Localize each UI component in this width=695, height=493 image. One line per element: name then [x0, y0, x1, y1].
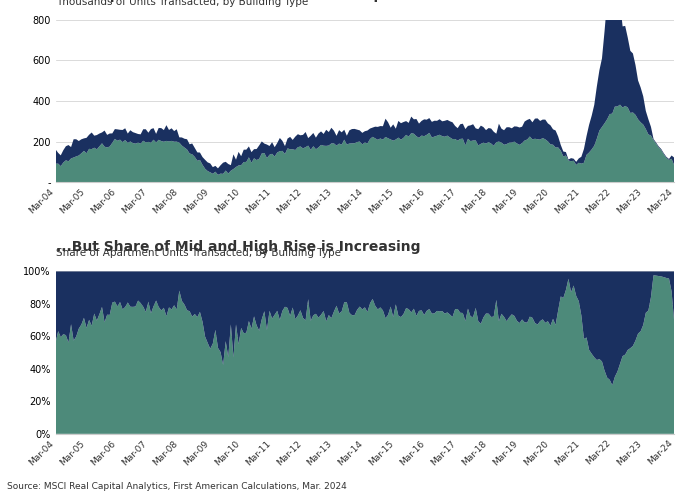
- Text: ...But Share of Mid and High Rise is Increasing: ...But Share of Mid and High Rise is Inc…: [56, 240, 420, 253]
- Text: Source: MSCI Real Capital Analytics, First American Calculations, Mar. 2024: Source: MSCI Real Capital Analytics, Fir…: [7, 482, 347, 491]
- Text: Most Apartment Units Are in Garden Properties....: Most Apartment Units Are in Garden Prope…: [56, 0, 450, 2]
- Text: Share of Apartment Units Transacted, by Building Type: Share of Apartment Units Transacted, by …: [56, 248, 341, 258]
- Text: Thousands of Units Transacted, by Building Type: Thousands of Units Transacted, by Buildi…: [56, 0, 308, 7]
